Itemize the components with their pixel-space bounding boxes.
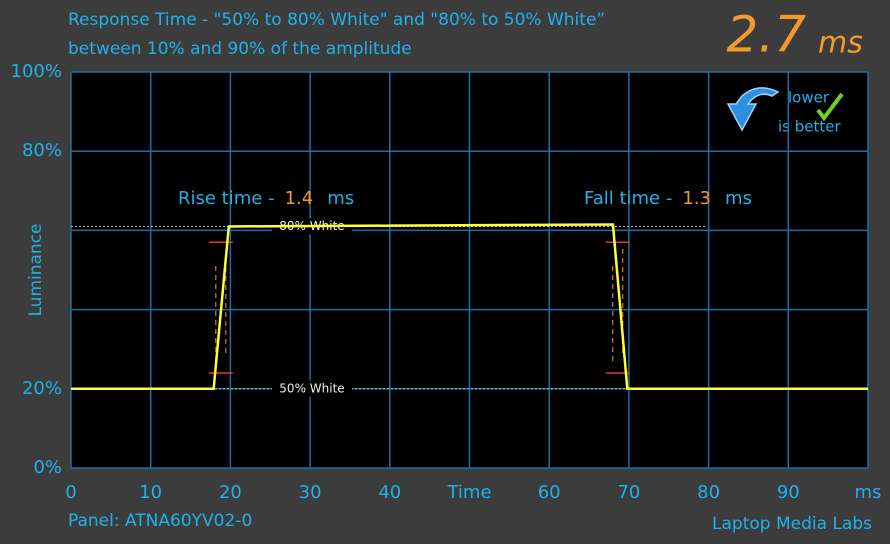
y-axis-label: Luminance bbox=[26, 223, 46, 316]
x-tick-label: 20 bbox=[219, 482, 242, 503]
x-tick-label: 60 bbox=[538, 482, 561, 503]
data-line bbox=[71, 223, 868, 391]
response-unit: ms bbox=[818, 26, 863, 61]
check-icon bbox=[816, 92, 844, 122]
y-tick-label: 100% bbox=[11, 61, 62, 82]
time-value: 1.4 bbox=[285, 188, 314, 209]
source: Laptop Media Labs bbox=[712, 514, 872, 534]
x-tick-label: 40 bbox=[378, 482, 401, 503]
time-label-text: Rise time - bbox=[178, 188, 275, 209]
title-line: between 10% and 90% of the amplitude bbox=[68, 39, 412, 59]
time-value: 1.3 bbox=[682, 188, 711, 209]
badge-text: lower bbox=[788, 89, 830, 107]
x-tick-label: 30 bbox=[299, 482, 322, 503]
y-tick-label: 80% bbox=[22, 140, 62, 161]
response-time: 2.7 bbox=[726, 6, 806, 64]
time-unit: ms bbox=[725, 188, 752, 209]
time-label-text: Fall time - bbox=[584, 188, 672, 209]
panel: Panel: ATNA60YV02-0 bbox=[68, 511, 252, 531]
title-line: Response Time - "50% to 80% White" and "… bbox=[68, 10, 605, 30]
x-tick-label: 10 bbox=[139, 482, 162, 503]
reference-label-bg bbox=[272, 380, 352, 397]
time-unit: ms bbox=[327, 188, 354, 209]
x-tick-label: Time bbox=[446, 482, 491, 503]
badge-text: is better bbox=[778, 118, 841, 136]
x-tick-label: ms bbox=[855, 482, 882, 503]
y-tick-label: 20% bbox=[22, 378, 62, 399]
arrow-icon bbox=[726, 87, 780, 132]
x-tick-label: 90 bbox=[777, 482, 800, 503]
x-tick-label: 0 bbox=[65, 482, 76, 503]
time-label: Fall time - 1.3 ms bbox=[584, 188, 752, 209]
x-tick-label: 80 bbox=[697, 482, 720, 503]
badge: lower is better bbox=[726, 87, 844, 136]
y-tick-label: 0% bbox=[33, 457, 62, 478]
x-tick-label: 70 bbox=[617, 482, 640, 503]
reference-label: 50% White bbox=[279, 381, 344, 395]
time-label: Rise time - 1.4 ms bbox=[178, 188, 354, 209]
